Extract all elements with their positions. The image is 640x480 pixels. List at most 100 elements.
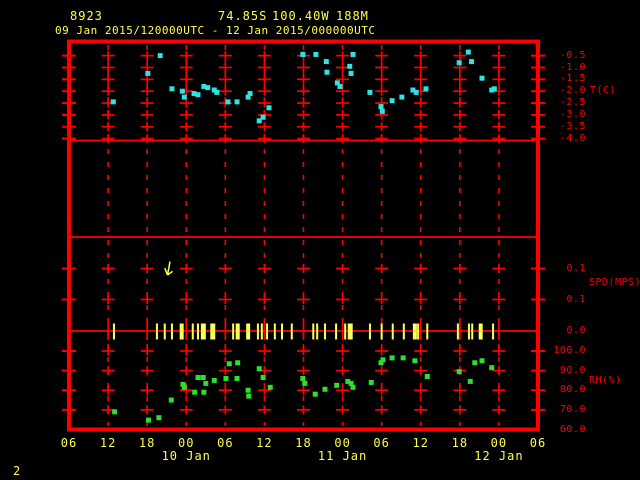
- wind-calm-tick: [256, 323, 259, 340]
- wind-calm-tick: [266, 323, 269, 340]
- temperature-point: [350, 51, 356, 57]
- wind-calm-tick-double: [210, 323, 215, 340]
- humidity-point: [467, 378, 473, 384]
- temperature-point: [347, 63, 353, 69]
- page-number: 2: [13, 464, 21, 478]
- temperature-point: [191, 91, 197, 97]
- humidity-point: [226, 361, 232, 367]
- temperature-point: [110, 99, 116, 105]
- temperature-point: [211, 87, 217, 93]
- humidity-point: [312, 391, 318, 397]
- wind-calm-tick: [316, 323, 319, 340]
- wind-calm-tick: [112, 323, 115, 340]
- wind-calm-tick-double: [246, 323, 251, 340]
- humidity-tick-label: 60.0: [559, 423, 586, 435]
- temperature-axis-title: T(C): [590, 85, 617, 96]
- humidity-point: [380, 357, 386, 363]
- x-axis-hour-label: 18: [295, 436, 312, 450]
- wind-calm-tick: [492, 323, 495, 340]
- temperature-tick-label: -0.5: [559, 49, 586, 61]
- temperature-point: [491, 86, 497, 92]
- x-axis-hour-label: 06: [529, 436, 547, 450]
- temperature-tick-label: -3.5: [559, 120, 586, 132]
- temperature-point: [266, 105, 272, 111]
- station-id: 8923: [70, 9, 103, 23]
- temperature-point: [323, 59, 329, 65]
- wind-calm-tick: [232, 323, 235, 340]
- humidity-point: [345, 378, 351, 384]
- temperature-point: [489, 87, 495, 93]
- wind-calm-tick: [312, 323, 315, 340]
- wind-speed-axis-title: SPD(MPS): [589, 277, 640, 288]
- humidity-point: [479, 358, 485, 364]
- humidity-point: [168, 397, 174, 403]
- temperature-point: [260, 114, 266, 120]
- temperature-point: [348, 70, 354, 76]
- wind-calm-tick-double: [347, 323, 352, 340]
- wind-calm-tick-double: [235, 323, 240, 340]
- temperature-point: [245, 94, 251, 100]
- x-axis-hour-label: 00: [178, 436, 195, 450]
- humidity-point: [302, 380, 308, 386]
- temperature-point: [456, 60, 462, 66]
- x-axis-hour-label: 12: [256, 436, 273, 450]
- wind-calm-tick: [368, 323, 371, 340]
- wind-calm-tick-double: [201, 323, 206, 340]
- humidity-point: [378, 360, 384, 366]
- temperature-point: [201, 83, 207, 89]
- humidity-point: [368, 379, 374, 385]
- humidity-point: [223, 375, 229, 381]
- humidity-tick-label: 100.0: [553, 345, 586, 356]
- humidity-point: [181, 384, 187, 390]
- x-axis-hour-label: 18: [451, 436, 469, 450]
- temperature-point: [157, 53, 163, 59]
- wind-calm-tick: [155, 323, 158, 340]
- wind-calm-tick-double: [179, 323, 184, 340]
- humidity-point: [267, 384, 273, 390]
- humidity-tick-label: 80.0: [559, 384, 586, 396]
- wind-calm-tick: [391, 323, 394, 340]
- wind-calm-tick: [281, 323, 284, 340]
- temperature-point: [234, 99, 240, 105]
- temperature-point: [169, 86, 175, 92]
- temperature-point: [195, 92, 201, 98]
- wind-calm-tick: [260, 323, 263, 340]
- temperature-point: [181, 94, 187, 100]
- wind-speed-tick-label: 0.1: [566, 293, 586, 305]
- temperature-point: [389, 98, 395, 104]
- wind-calm-tick-double: [478, 323, 483, 340]
- temperature-point: [423, 86, 429, 92]
- humidity-point: [200, 374, 206, 380]
- temperature-point: [205, 85, 211, 91]
- temperature-point: [145, 70, 151, 76]
- wind-speed-tick-label: 0.1: [566, 262, 586, 274]
- humidity-point: [192, 389, 198, 395]
- x-axis-hour-label: 06: [60, 436, 78, 450]
- temperature-point: [379, 108, 385, 114]
- temperature-tick-label: -2.5: [559, 97, 586, 109]
- temperature-point: [367, 89, 373, 95]
- wind-calm-tick: [402, 323, 405, 340]
- temperature-point: [313, 51, 319, 57]
- wind-calm-tick-double: [412, 323, 417, 340]
- x-axis-hour-label: 12: [99, 436, 117, 450]
- x-axis-hour-label: 06: [373, 436, 390, 450]
- humidity-point: [211, 377, 217, 383]
- wind-speed-tick-label: 0.0: [566, 325, 586, 336]
- wind-calm-tick: [380, 323, 383, 340]
- wind-calm-tick: [417, 323, 420, 340]
- x-axis-hour-label: 12: [412, 436, 429, 450]
- humidity-point: [412, 358, 418, 364]
- wind-calm-tick: [335, 323, 338, 340]
- humidity-point: [334, 382, 340, 388]
- wind-calm-tick: [426, 323, 429, 340]
- humidity-point: [260, 374, 266, 380]
- humidity-point: [350, 384, 356, 390]
- temperature-tick-label: -1.5: [559, 73, 586, 85]
- temperature-point: [413, 89, 419, 95]
- humidity-point: [145, 417, 151, 423]
- humidity-point: [489, 365, 495, 371]
- x-axis-hour-label: 00: [334, 436, 351, 450]
- temperature-point: [300, 51, 306, 57]
